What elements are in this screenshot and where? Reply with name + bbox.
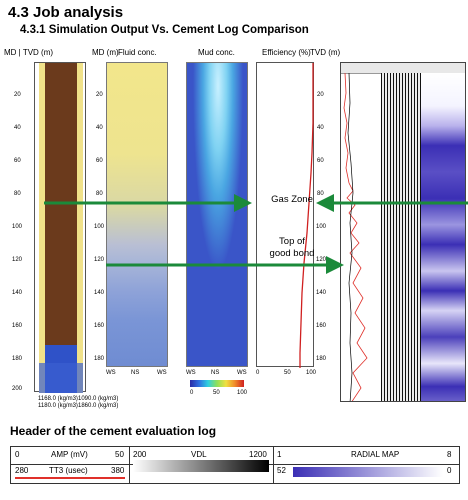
depth-tick: 180 (94, 356, 105, 362)
efficiency-tick: 0 (256, 370, 260, 376)
gas-zone-label: Gas Zone (271, 194, 313, 205)
colorbar-tick: 50 (213, 390, 220, 396)
amp-min: 0 (15, 450, 20, 459)
efficiency-tick: 50 (284, 370, 291, 376)
efficiency-title: Efficiency (%) (262, 48, 311, 57)
md-tvd-label: MD | TVD (m) (4, 48, 54, 57)
fluid-conc-track (106, 62, 168, 367)
vdl-grayscale-bar (133, 460, 269, 472)
depth-tick: 140 (316, 290, 327, 296)
section-title: 4.3 Job analysis (8, 4, 124, 21)
depth-tick: 20 (14, 92, 21, 98)
colorbar-tick: 0 (190, 390, 194, 396)
log-header-row-2: 280 TT3 (usec) 380 52 0 (11, 447, 459, 483)
amp-label: AMP (mV) (51, 450, 88, 459)
legend-row: 1090.0 (kg/m3) (78, 396, 119, 402)
mud-ws-left: WS (186, 370, 196, 376)
depth-tick: 120 (94, 257, 105, 263)
vdl-label: VDL (191, 450, 207, 459)
depth-tick: 140 (12, 290, 23, 296)
depth-tick: 40 (14, 125, 21, 131)
depth-tick: 20 (96, 92, 103, 98)
fluid-ws-right: WS (157, 370, 167, 376)
depth-tick: 60 (96, 158, 103, 164)
radial-max-2: 0 (447, 466, 452, 475)
tt3-max: 380 (111, 466, 125, 475)
vdl-min: 200 (133, 450, 147, 459)
radial-max: 8 (447, 450, 452, 459)
radial-color-bar (293, 467, 443, 477)
depth-tick: 20 (317, 92, 324, 98)
depth-tick: 160 (316, 323, 327, 329)
mud-ws-right: WS (237, 370, 247, 376)
legend-row: 1860.0 (kg/m3) (78, 403, 119, 409)
depth-tick: 160 (94, 323, 105, 329)
depth-tick: 40 (317, 125, 324, 131)
mud-conc-plume (193, 63, 243, 293)
depth-tick: 180 (12, 356, 23, 362)
vdl-waveforms (381, 73, 421, 401)
depth-tick: 100 (12, 224, 23, 230)
log-header-title: Header of the cement evaluation log (10, 424, 217, 438)
legend-row: 1168.0 (kg/m3) (38, 396, 78, 402)
md-label: MD (m) (92, 48, 119, 57)
fluid-ws-left: WS (106, 370, 116, 376)
depth-tick: 120 (12, 257, 23, 263)
radial-label: RADIAL MAP (351, 450, 400, 459)
depth-tick: 60 (317, 158, 324, 164)
wellbore-bottom (39, 363, 83, 393)
top-of-good-bond-label: Top of good bond (269, 236, 315, 259)
depth-tick: 200 (12, 386, 23, 392)
tt3-curve-legend (15, 477, 125, 479)
legend-row: 1180.0 (kg/m3) (38, 403, 78, 409)
fluid-conc-title: Fluid conc. (118, 48, 157, 57)
subsection-title: 4.3.1 Simulation Output Vs. Cement Log C… (20, 24, 309, 36)
depth-tick: 40 (96, 125, 103, 131)
depth-tick: 140 (94, 290, 105, 296)
annotation-arrows (44, 194, 468, 274)
depth-tick: 100 (316, 224, 327, 230)
amp-tt3-curves (343, 73, 368, 401)
comparison-figure: MD | TVD (m) 20 40 60 80 100 120 140 160… (0, 40, 468, 420)
tvd-label: TVD (m) (310, 48, 341, 57)
amp-max: 50 (115, 450, 124, 459)
efficiency-track (256, 62, 314, 368)
depth-tick: 160 (12, 323, 23, 329)
radial-min: 1 (277, 450, 282, 459)
tt3-min: 280 (15, 466, 29, 475)
mud-ns: NS (211, 370, 220, 376)
colorbar-tick: 100 (237, 390, 248, 396)
header-divider (129, 447, 130, 483)
efficiency-tick: 100 (306, 370, 317, 376)
depth-tick: 80 (96, 191, 103, 197)
efficiency-curve (299, 63, 314, 368)
depth-tick: 180 (316, 356, 327, 362)
mud-conc-track (186, 62, 248, 367)
depth-tick: 100 (94, 224, 105, 230)
fluid-ns: NS (131, 370, 140, 376)
tt3-label: TT3 (usec) (49, 466, 88, 475)
radial-min-2: 52 (277, 466, 286, 475)
mud-conc-title: Mud conc. (198, 48, 235, 57)
header-divider (273, 447, 274, 483)
cement-log-header: 0 AMP (mV) 50 200 VDL 1200 1 RADIAL MAP … (10, 446, 460, 484)
cement-log-track (340, 62, 466, 402)
depth-tick: 120 (316, 257, 327, 263)
concentration-colorbar (190, 380, 244, 387)
depth-tick: 60 (14, 158, 21, 164)
depth-tick: 80 (14, 191, 21, 197)
vdl-max: 1200 (249, 450, 267, 459)
radial-map (421, 73, 465, 401)
